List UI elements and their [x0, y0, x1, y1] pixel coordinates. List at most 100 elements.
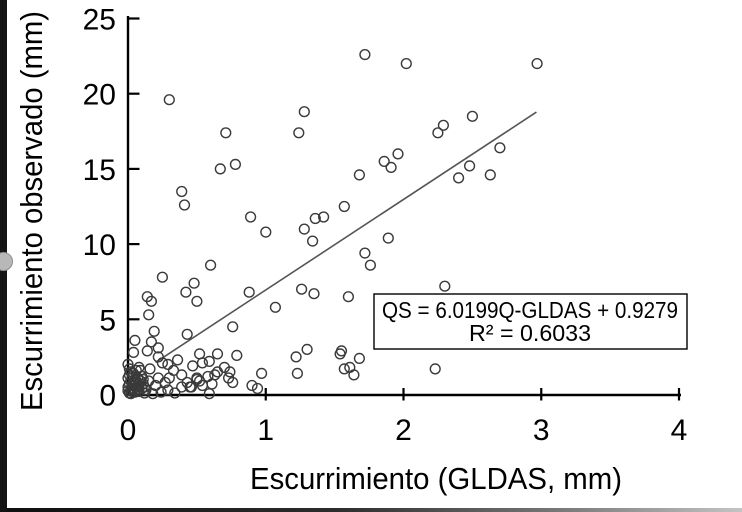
data-point — [364, 259, 377, 271]
x-axis-title: Escurrimiento (GLDAS, mm) — [250, 461, 622, 496]
data-point — [148, 325, 160, 337]
data-point — [494, 142, 506, 154]
data-point — [220, 127, 232, 139]
data-point — [348, 369, 360, 381]
data-point — [429, 363, 441, 375]
y-tick-label: 5 — [99, 304, 116, 337]
data-point — [251, 382, 264, 395]
data-point — [382, 232, 394, 244]
data-point — [359, 48, 371, 61]
data-point — [203, 388, 215, 400]
data-point — [206, 378, 218, 390]
data-point — [342, 291, 355, 303]
data-point — [296, 283, 308, 295]
data-point — [400, 57, 412, 70]
data-point — [229, 158, 242, 171]
data-point — [162, 358, 174, 371]
data-point — [152, 342, 164, 354]
data-point — [169, 387, 181, 399]
data-point — [243, 286, 255, 298]
data-point — [308, 288, 320, 300]
data-point — [181, 328, 193, 340]
y-tick-label: 0 — [99, 380, 116, 413]
y-axis-title: Escurrimiento observado (mm) — [14, 11, 49, 411]
data-point — [209, 369, 221, 381]
data-point — [256, 367, 268, 380]
data-point — [205, 259, 217, 271]
data-point — [122, 358, 134, 371]
data-point — [187, 360, 199, 372]
data-point — [214, 163, 226, 175]
data-point — [432, 127, 444, 139]
data-point — [145, 336, 158, 348]
data-point — [338, 363, 350, 375]
data-point — [318, 211, 330, 223]
data-point — [191, 295, 203, 307]
data-point — [162, 384, 174, 396]
data-point — [202, 370, 214, 383]
data-point — [194, 348, 206, 360]
data-point — [439, 280, 451, 292]
data-point — [260, 226, 272, 238]
trend-line — [155, 111, 537, 364]
data-point — [196, 357, 209, 369]
x-tick-label: 2 — [395, 414, 412, 447]
data-point — [359, 247, 371, 259]
data-point — [144, 363, 156, 375]
data-point — [338, 200, 350, 213]
data-point — [392, 148, 404, 160]
drag-handle[interactable] — [0, 252, 13, 271]
data-point — [191, 372, 203, 384]
data-point — [353, 352, 366, 365]
data-point — [155, 386, 167, 398]
data-point — [178, 199, 191, 211]
data-point — [223, 372, 235, 384]
data-point — [290, 351, 302, 363]
trend-line-group — [155, 111, 537, 364]
data-point — [227, 321, 239, 333]
data-point — [188, 277, 200, 289]
data-point — [298, 106, 310, 118]
data-point — [218, 361, 231, 374]
data-point — [246, 379, 258, 392]
equation-box: QS = 6.0199Q-GLDAS + 0.9279 R² = 0.6033 — [373, 293, 688, 350]
data-point — [453, 172, 465, 184]
data-point — [129, 334, 141, 347]
y-tick-label: 10 — [83, 229, 116, 262]
data-point — [309, 212, 321, 225]
data-point — [231, 349, 243, 362]
data-point — [163, 94, 175, 106]
data-point — [378, 155, 390, 168]
data-point — [484, 169, 496, 181]
data-point — [335, 345, 348, 357]
data-point — [145, 295, 158, 307]
data-point — [531, 57, 543, 70]
data-point — [385, 161, 397, 174]
data-point — [245, 211, 257, 223]
data-point — [298, 223, 310, 235]
data-point — [137, 373, 149, 386]
equation-box-border — [373, 293, 688, 350]
data-point — [307, 235, 319, 247]
equation-line1: QS = 6.0199Q-GLDAS + 0.9279 — [382, 297, 678, 323]
data-point — [130, 364, 142, 377]
data-point — [180, 286, 192, 298]
data-point — [293, 127, 305, 139]
y-tick-label: 15 — [83, 154, 116, 187]
data-point — [464, 160, 476, 172]
x-tick-label: 4 — [671, 414, 688, 447]
data-point — [140, 384, 152, 396]
data-point — [269, 301, 282, 313]
data-point — [172, 354, 184, 366]
y-tick-label: 20 — [83, 79, 116, 112]
bottom-edge-bar — [0, 508, 742, 512]
data-point — [141, 345, 153, 357]
equation-line2: R² = 0.6033 — [469, 320, 591, 346]
data-point — [301, 343, 313, 356]
data-point — [125, 388, 137, 400]
data-point — [203, 355, 215, 368]
x-tick-label: 0 — [120, 414, 137, 447]
data-point — [147, 388, 159, 400]
x-axis-ticks: 0 1 2 3 4 — [120, 388, 688, 447]
